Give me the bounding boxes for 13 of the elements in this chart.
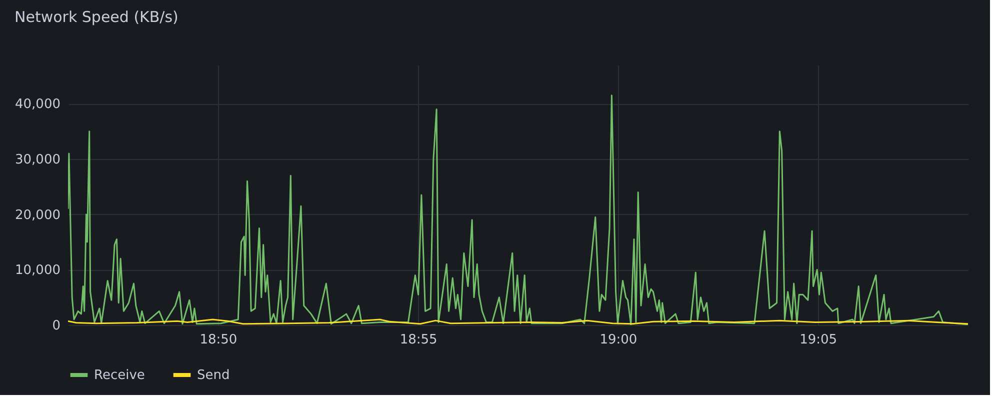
legend-label: Receive xyxy=(94,368,145,383)
x-tick-label: 19:00 xyxy=(600,332,638,348)
y-tick-label: 10,000 xyxy=(15,263,60,278)
x-tick-label: 18:50 xyxy=(200,332,238,348)
y-tick-label: 0 xyxy=(52,318,60,334)
chart-title: Network Speed (KB/s) xyxy=(14,8,178,26)
x-tick-label: 18:55 xyxy=(400,332,438,348)
line-series xyxy=(68,94,968,325)
x-tick-label: 19:05 xyxy=(800,332,838,348)
y-tick-label: 30,000 xyxy=(15,152,60,168)
legend-label: Send xyxy=(197,368,230,383)
y-tick-label: 20,000 xyxy=(15,208,60,223)
y-tick-label: 40,000 xyxy=(15,97,60,112)
